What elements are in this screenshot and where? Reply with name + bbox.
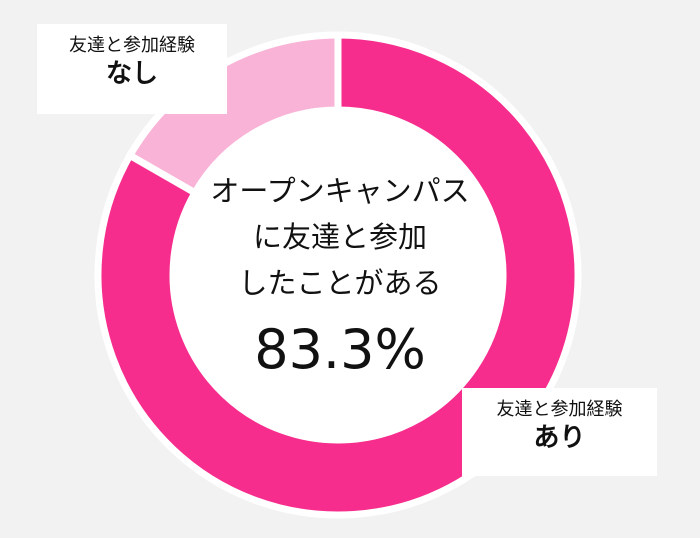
callout-category: 友達と参加経験 bbox=[69, 35, 195, 56]
center-label-line: に友達と参加 bbox=[252, 220, 427, 254]
center-label: オープンキャンパス に友達と参加 したことがある 83.3% bbox=[170, 168, 510, 390]
callout-value: あり bbox=[533, 423, 586, 453]
callout-with-experience: 友達と参加経験 あり bbox=[462, 388, 657, 476]
donut-hole bbox=[176, 113, 500, 437]
callout-category: 友達と参加経験 bbox=[496, 399, 623, 420]
callout-value: なし bbox=[105, 59, 158, 89]
callout-no-experience: 友達と参加経験 なし bbox=[37, 24, 227, 114]
center-label-line: オープンキャンパス bbox=[210, 174, 470, 208]
center-percentage: 83.3% bbox=[254, 318, 426, 381]
slice-with-experience bbox=[94, 31, 582, 519]
center-label-line: したことがある bbox=[238, 266, 442, 300]
